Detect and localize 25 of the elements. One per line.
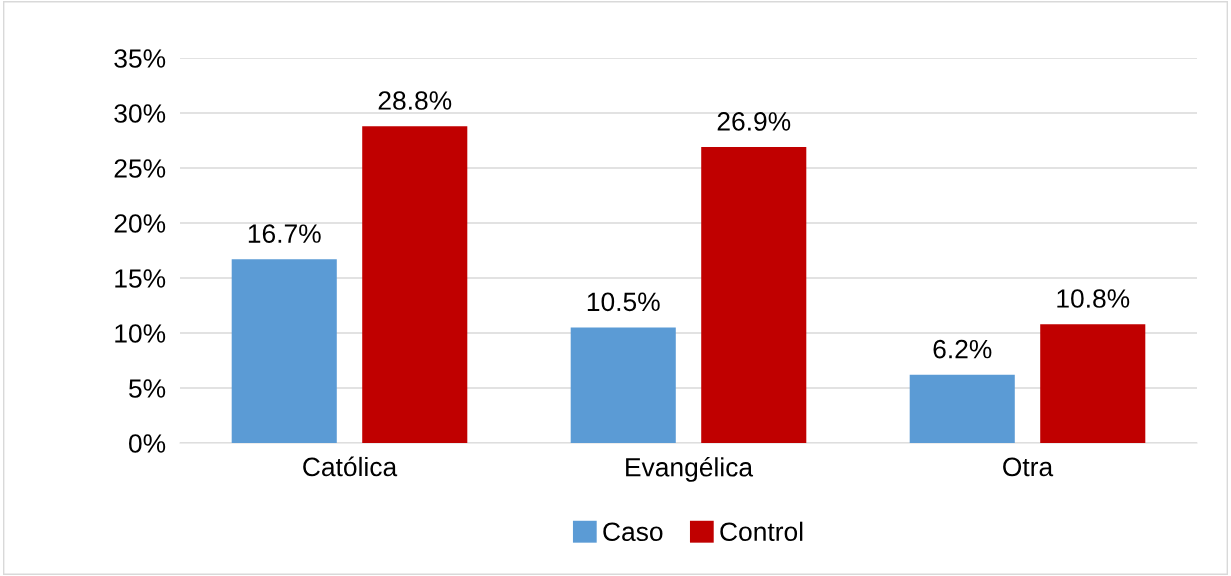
bar (1040, 324, 1146, 443)
x-tick-label: Evangélica (626, 456, 754, 482)
data-label: 10.5% (587, 292, 660, 312)
legend-label: Control (720, 521, 803, 542)
y-tick-label: 0% (129, 434, 166, 453)
data-label: 28.8% (378, 91, 452, 110)
y-tick-label: 10% (115, 324, 166, 343)
bar (231, 259, 337, 443)
y-tick-label: 5% (129, 379, 166, 398)
y-tick-label: 25% (114, 159, 166, 178)
data-label: 6.2% (933, 339, 992, 359)
y-tick-label: 30% (114, 104, 166, 123)
bar (701, 147, 807, 443)
y-tick-label: 35% (114, 49, 166, 68)
x-tick-label: Católica (303, 456, 398, 477)
bar (570, 327, 676, 443)
legend-label: Caso (603, 522, 663, 542)
data-label: 10.8% (1057, 289, 1130, 308)
y-tick-label: 15% (115, 269, 166, 288)
data-label: 16.7% (248, 224, 321, 243)
bar (362, 126, 468, 443)
data-label: 26.9% (717, 112, 791, 131)
y-tick-label: 20% (114, 214, 166, 233)
bar (909, 374, 1015, 443)
x-tick-label: Otra (1003, 457, 1054, 477)
